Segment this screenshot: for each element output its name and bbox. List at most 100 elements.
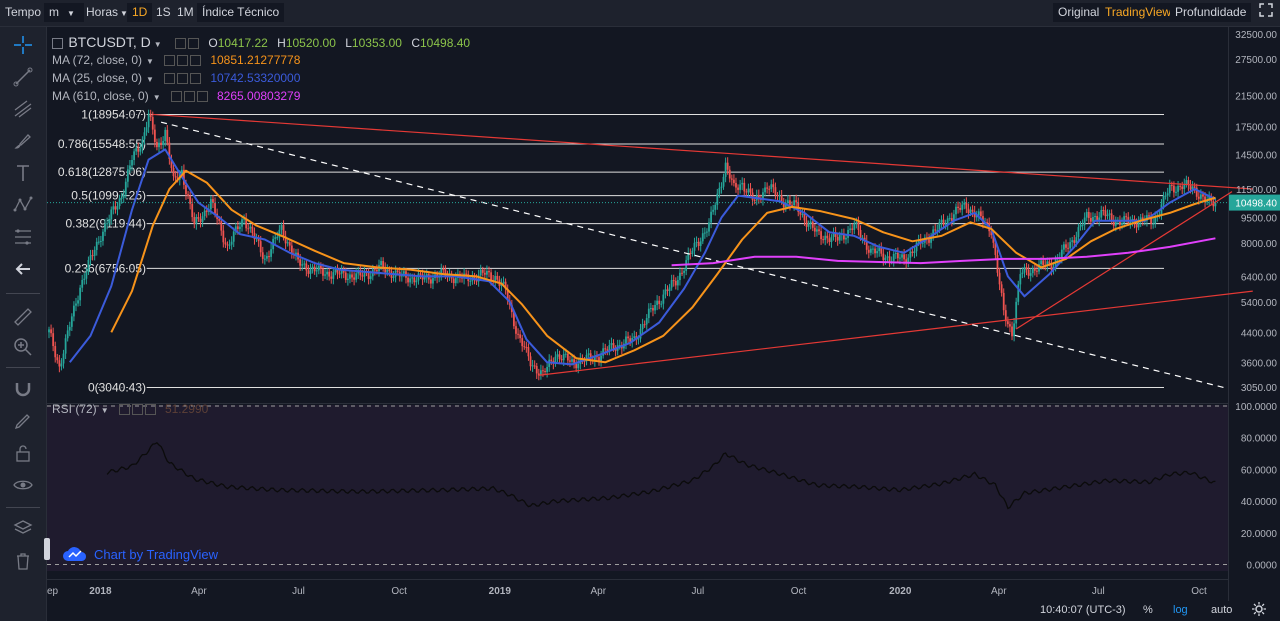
range-1s[interactable]: 1S <box>156 5 171 19</box>
last-price-tag <box>1229 194 1280 211</box>
candle-body <box>1071 240 1074 243</box>
fullscreen-icon[interactable] <box>1253 2 1279 21</box>
candle-body <box>1102 209 1105 211</box>
settings-icon[interactable] <box>131 404 143 416</box>
back-arrow-icon[interactable] <box>8 257 38 281</box>
candle-body <box>151 117 154 130</box>
candle-body <box>1033 268 1036 271</box>
log-toggle[interactable]: log <box>1173 604 1188 616</box>
rsi-legend[interactable]: RSI (72) ▼ 51.2990 <box>52 402 208 416</box>
lock-icon[interactable] <box>8 441 38 465</box>
pattern-icon[interactable] <box>8 193 38 217</box>
candle-body <box>753 199 756 201</box>
horas-select[interactable]: Horas ▼ <box>81 3 133 22</box>
candle-body <box>948 218 951 220</box>
ma25-legend[interactable]: MA (25, close, 0) ▼ 10742.53320000 <box>52 71 300 85</box>
candle-body <box>720 186 723 188</box>
visibility-icon[interactable] <box>170 91 182 103</box>
fib-level-label: 0(3040.43) <box>88 380 146 394</box>
rsi-tick-label: 40.0000 <box>1241 497 1278 508</box>
visibility-icon[interactable] <box>118 404 130 416</box>
trendline <box>152 113 1253 190</box>
close-value: 10498.40 <box>420 36 471 50</box>
settings-icon[interactable] <box>176 73 188 85</box>
candle-body <box>801 213 804 215</box>
candle-body <box>1017 284 1020 302</box>
ma610-value: 8265.00803279 <box>216 89 301 103</box>
percent-toggle[interactable]: % <box>1143 604 1153 616</box>
brush-icon[interactable] <box>8 129 38 153</box>
panel-toggle-handle[interactable] <box>44 538 50 560</box>
gear-icon[interactable] <box>1252 602 1266 619</box>
price-chart[interactable]: 1(18954.07) 0.786(15548.55) 0.618(12875.06… <box>47 27 1280 601</box>
range-1d[interactable]: 1D <box>127 3 153 22</box>
candle-body <box>762 192 764 200</box>
candle-body <box>380 261 382 266</box>
candle-body <box>1189 185 1192 190</box>
candle-body <box>50 329 52 334</box>
eye-icon[interactable] <box>8 473 38 497</box>
close-label: C <box>411 36 420 50</box>
view-original[interactable]: Original <box>1053 3 1105 22</box>
trash-icon[interactable] <box>8 549 38 573</box>
visibility-icon[interactable] <box>163 55 175 67</box>
trend-line-icon[interactable] <box>8 65 38 89</box>
candle-body <box>869 248 872 253</box>
candle-body <box>166 129 169 143</box>
visibility-icon[interactable] <box>163 73 175 85</box>
candle-body <box>776 195 779 197</box>
symbol-name[interactable]: BTCUSDT, D <box>68 34 151 50</box>
view-tradingview[interactable]: TradingView <box>1100 3 1177 22</box>
ruler-icon[interactable] <box>8 305 38 329</box>
close-icon[interactable] <box>189 55 201 67</box>
ma610-legend[interactable]: MA (610, close, 0) ▼ 8265.00803279 <box>52 89 300 103</box>
clock-readout: 10:40:07 (UTC-3) <box>1040 604 1126 616</box>
view-depth[interactable]: Profundidade <box>1170 3 1252 22</box>
close-icon[interactable] <box>189 73 201 85</box>
pitchfork-icon[interactable] <box>8 97 38 121</box>
candle-body <box>832 232 835 237</box>
close-icon[interactable] <box>196 91 208 103</box>
candle-body <box>894 253 897 255</box>
magnet-icon[interactable] <box>8 377 38 401</box>
candle-body <box>1195 187 1198 197</box>
candle-body <box>886 256 889 258</box>
candle-body <box>977 211 980 216</box>
candle-body <box>180 169 183 174</box>
candle-body <box>336 269 339 274</box>
crosshair-icon[interactable] <box>8 33 38 57</box>
settings-icon[interactable] <box>183 91 195 103</box>
close-icon[interactable] <box>144 404 156 416</box>
candle-body <box>452 278 455 284</box>
settings-icon[interactable] <box>175 38 187 50</box>
candle-body <box>367 273 370 279</box>
text-icon[interactable] <box>8 161 38 185</box>
technical-index-button[interactable]: Índice Técnico <box>197 3 285 22</box>
drawing-mode-icon[interactable] <box>8 409 38 433</box>
candle-body <box>224 242 227 245</box>
auto-toggle[interactable]: auto <box>1211 604 1233 616</box>
close-icon[interactable] <box>188 38 200 50</box>
candle-body <box>824 235 827 240</box>
settings-icon[interactable] <box>176 55 188 67</box>
candle-body <box>855 222 858 224</box>
candle-body <box>62 353 65 364</box>
candle-body <box>828 238 831 242</box>
chevron-down-icon[interactable]: ▼ <box>153 40 162 49</box>
candle-body <box>1031 268 1034 274</box>
candle-body <box>566 353 569 361</box>
fib-retracement-icon[interactable] <box>8 225 38 249</box>
range-1m[interactable]: 1M <box>177 5 194 19</box>
candle-body <box>160 142 162 146</box>
ma72-legend[interactable]: MA (72, close, 0) ▼ 10851.21277778 <box>52 53 300 67</box>
tradingview-watermark[interactable]: Chart by TradingView <box>62 545 218 563</box>
layers-icon[interactable] <box>8 517 38 541</box>
candle-body <box>502 281 505 284</box>
candle-body <box>575 362 578 369</box>
interval-select[interactable]: m ▼ <box>44 3 84 22</box>
candle-body <box>830 236 833 242</box>
candle-body <box>1048 261 1051 264</box>
candle-body <box>820 231 822 240</box>
candle-body <box>280 225 283 230</box>
zoom-icon[interactable] <box>8 335 38 359</box>
